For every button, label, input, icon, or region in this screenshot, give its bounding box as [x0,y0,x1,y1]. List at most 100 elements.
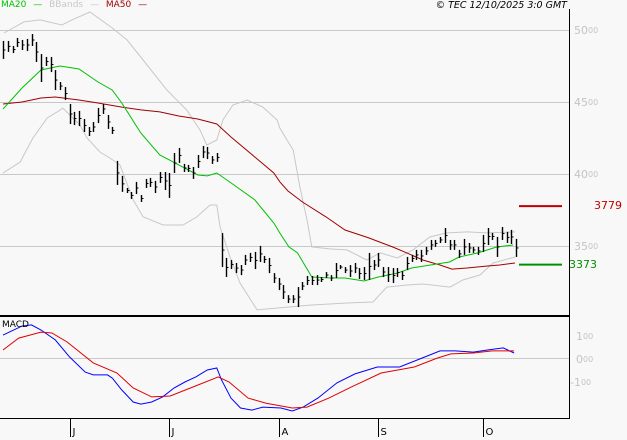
bband-upper-line [3,11,516,261]
price-markers [519,205,562,266]
price-bar [107,114,111,129]
price-bar [496,236,500,257]
price-bar [16,37,20,48]
price-bar [259,245,263,262]
price-bar [111,126,115,134]
x-tick-label-J: J [171,427,175,438]
price-bar [126,187,130,194]
price-bar [140,195,144,202]
bband-lower-line [2,107,516,311]
price-bar [506,231,510,243]
price-bar [425,246,429,255]
price-bar [401,271,405,280]
price-bar [183,163,187,172]
price-bar [335,263,339,278]
price-bar [282,285,286,300]
x-tick-label-O: O [485,427,494,438]
x-tick-label-J: J [72,427,76,438]
x-tick-label-A: A [281,427,289,438]
x-tick-label-S: S [380,427,387,438]
price-bar [221,233,225,268]
macd-line [2,324,515,412]
price-bar [263,255,267,264]
price-bar [487,228,491,246]
price-bar [510,229,514,244]
price-bar [187,164,191,172]
y-tick-label-4000: 4000 [574,167,599,181]
price-bar [50,56,54,73]
price-bar [12,45,16,54]
price-bar [420,249,424,262]
price-bar [382,267,386,277]
price-bar [211,156,215,164]
price-bar [59,81,63,91]
price-bar [472,246,476,253]
price-bar [320,276,324,283]
price-bar [301,282,305,291]
price-bar [363,267,367,280]
price-bar [387,267,391,283]
price-bar [444,228,448,243]
chart-frame [0,9,570,419]
price-bar [116,160,120,185]
copyright-timestamp: © TEC 12/10/2025 3:0 GMT [435,0,567,11]
price-bar [145,178,149,188]
price-bar [453,239,457,250]
y-tick-label-5000: 5000 [574,23,599,37]
price-bar [482,234,486,252]
price-bar [244,254,248,266]
price-bar [21,39,25,51]
price-bar [463,238,467,255]
macd-lines [2,324,515,412]
price-bar [477,246,481,255]
price-bar [396,268,400,277]
price-bar [358,268,362,279]
macd-tick-label: 000 [576,353,594,367]
price-gridlines [0,30,569,247]
price-bar [439,236,443,243]
price-bar [330,275,334,282]
price-bar [491,232,495,240]
legend: MA20 — BBands — MA50 — [1,0,151,11]
price-bar [88,126,92,136]
legend-ma50: MA50 — [105,0,148,10]
y-tick-label-3500: 3500 [574,239,599,253]
price-bar [249,252,253,262]
macd-title: MACD [2,320,29,330]
price-bar [434,239,438,247]
price-bar [325,272,329,278]
price-bar [92,122,96,132]
price-bar [216,152,220,162]
price-bar [197,155,201,168]
price-bar [121,175,125,192]
price-bar [368,252,372,280]
price-bar [373,259,377,271]
price-bar [306,275,310,286]
price-bar [377,252,381,268]
marker-label-3373: 3373 [569,257,597,271]
price-bar [468,242,472,253]
price-bar [2,40,6,59]
price-bar [240,265,244,276]
price-bar [26,38,30,52]
price-bar [164,171,168,190]
price-bar [292,295,296,304]
price-bar [83,119,87,132]
price-bar [154,180,158,194]
price-bar [458,249,462,258]
price-bar [449,239,453,250]
price-bar [54,70,58,91]
price-bar [354,263,358,274]
y-tick-label-4500: 4500 [574,95,599,109]
legend-bbands: BBands — [49,0,99,10]
price-bar [178,147,182,163]
price-bar [173,152,177,174]
price-bar [35,41,39,62]
price-bar [349,265,353,277]
price-bar [254,251,258,270]
price-bar [130,192,134,199]
price-bar [97,107,101,124]
price-bar [192,166,196,179]
price-overlays [2,11,516,311]
price-bar [45,56,49,67]
